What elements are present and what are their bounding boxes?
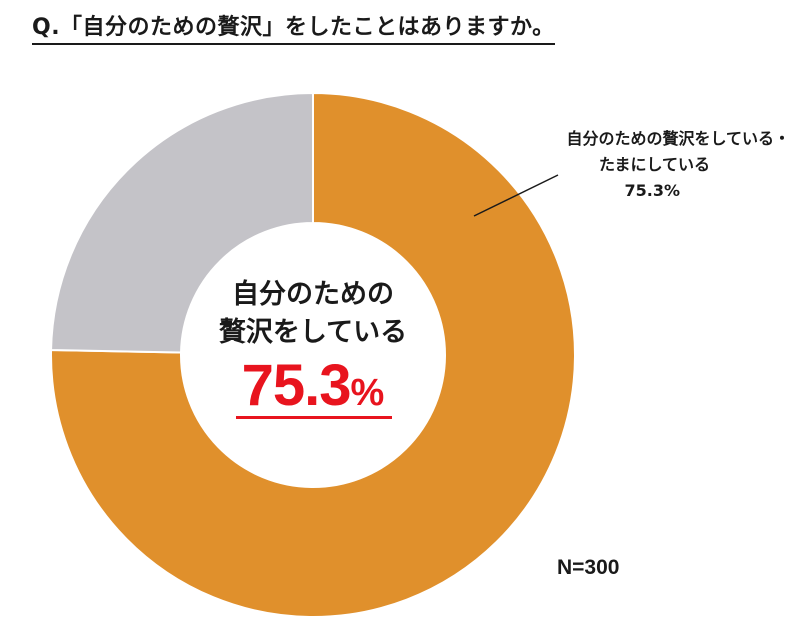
center-value-underline bbox=[236, 416, 392, 419]
center-label: 自分のための 贅沢をしている bbox=[183, 276, 443, 352]
donut-slice-1 bbox=[50, 91, 314, 354]
callout-leader-line bbox=[473, 174, 559, 217]
chart-title: Q.「自分のための贅沢」をしたことはありますか。 bbox=[32, 14, 555, 45]
center-value-number: 75.3 bbox=[241, 353, 352, 418]
center-label-line-1: 自分のための bbox=[232, 279, 394, 310]
center-value: 75.3% bbox=[183, 356, 443, 431]
donut-slices bbox=[50, 91, 576, 618]
center-label-line-2: 贅沢をしている bbox=[218, 317, 408, 348]
callout-line-1: 自分のための贅沢をしている・ bbox=[566, 129, 790, 148]
donut-slice-0 bbox=[50, 91, 576, 618]
sample-size-label: N=300 bbox=[557, 556, 620, 579]
center-value-unit: % bbox=[350, 372, 385, 414]
callout-line-2: たまにしている bbox=[598, 155, 710, 174]
slice-callout-label: 自分のための贅沢をしている・ たまにしている 75.3% bbox=[440, 126, 790, 204]
callout-value: 75.3% bbox=[624, 181, 680, 200]
